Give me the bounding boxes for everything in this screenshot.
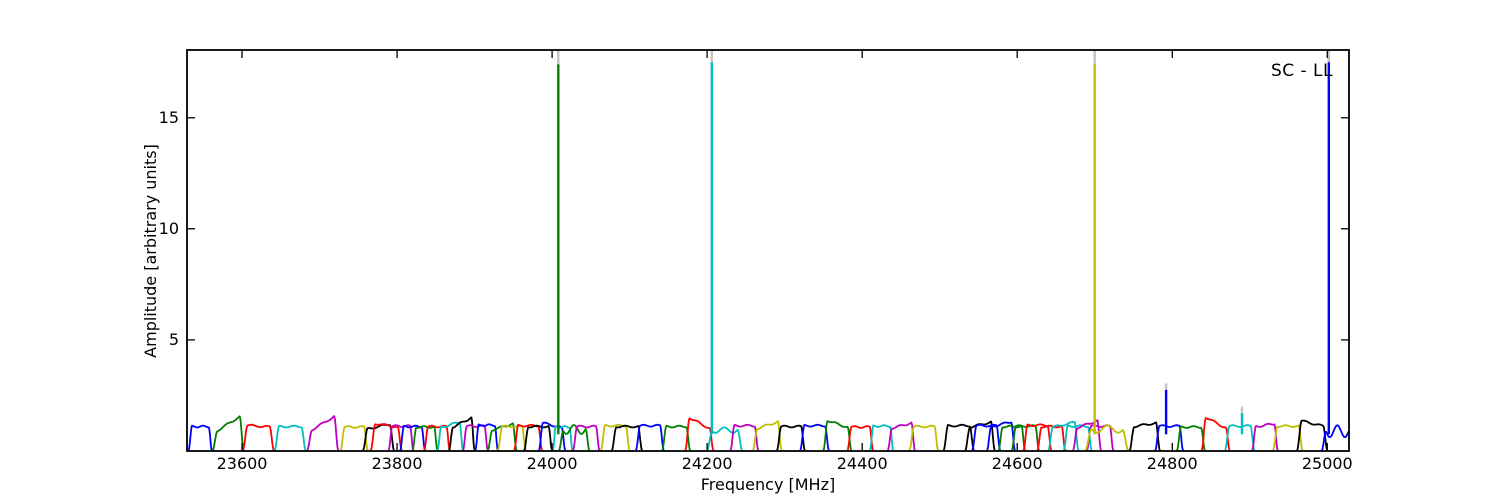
bandpass-curve (986, 421, 1016, 451)
bandpass-curve (1072, 419, 1102, 451)
bandpass-curve (211, 415, 245, 451)
bandpass-curve (634, 423, 665, 451)
x-tick-label: 24200 (681, 454, 733, 473)
bandpass-curve (1084, 424, 1129, 451)
bandpass-curve (1321, 424, 1349, 451)
bandpass-curve (799, 423, 830, 451)
bandpass-curve (369, 423, 403, 451)
bandpass-curve (776, 424, 806, 451)
bandpass-curve (869, 424, 895, 451)
bandpass-curve (1047, 420, 1080, 451)
bandpass-curve (552, 425, 574, 451)
x-tick-label: 23800 (371, 454, 423, 473)
bandpass-curve (684, 417, 715, 451)
bandpass-curve (423, 424, 451, 451)
bandpass-curve (908, 424, 940, 451)
axes-frame (186, 49, 1350, 452)
bandpass-curve (1224, 424, 1256, 451)
bandpass-curve (1128, 421, 1161, 451)
bandpass-curve (1062, 424, 1093, 451)
bandpass-curve (1296, 419, 1329, 451)
x-axis-title: Frequency [MHz] (700, 475, 836, 494)
bandpass-curve (1176, 425, 1206, 451)
bandpass-curve (886, 421, 916, 451)
bandpass-curve (496, 424, 527, 451)
bandpass-curve (1200, 417, 1231, 451)
bandpass-curve (273, 424, 307, 451)
bandpass-curve (523, 424, 553, 451)
bandpass-curve (448, 416, 476, 451)
x-tick-label: 24400 (836, 454, 888, 473)
bandpass-curve (729, 423, 760, 451)
x-tick-label: 24800 (1146, 454, 1198, 473)
y-tick-label: 5 (168, 329, 179, 349)
corner-annotation: SC - LL (1270, 61, 1333, 81)
y-axis-title: Amplitude [arbitrary units] (141, 144, 160, 358)
y-tick-label: 15 (158, 107, 179, 127)
x-tick-label: 23600 (216, 454, 268, 473)
bandpass-curve (942, 423, 975, 451)
bandpass-curve (971, 423, 1002, 451)
bandpass-curve (242, 423, 275, 451)
bandpass-curve (1251, 422, 1279, 451)
bandpass-curve (822, 420, 853, 451)
bandpass-curve (387, 424, 415, 451)
bandpass-curve (752, 420, 783, 451)
bandpass-curve (339, 425, 369, 451)
bandpass-curve (572, 424, 601, 451)
bandpass-curve (474, 423, 499, 451)
curves-layer (187, 50, 1349, 451)
bandpass-curve (306, 415, 340, 451)
bandpass-curve (661, 424, 691, 451)
x-tick-label: 24000 (526, 454, 578, 473)
bandpass-curve (558, 424, 591, 451)
bandpass-curve (1272, 424, 1304, 451)
bandpass-curve (187, 424, 213, 451)
bandpass-curve (846, 425, 874, 451)
x-tick-label: 25000 (1301, 454, 1353, 473)
y-tick-label: 10 (158, 218, 179, 238)
bandpass-curve (610, 424, 643, 451)
bandpass-curve (1154, 424, 1184, 451)
x-tick-label: 24600 (991, 454, 1043, 473)
